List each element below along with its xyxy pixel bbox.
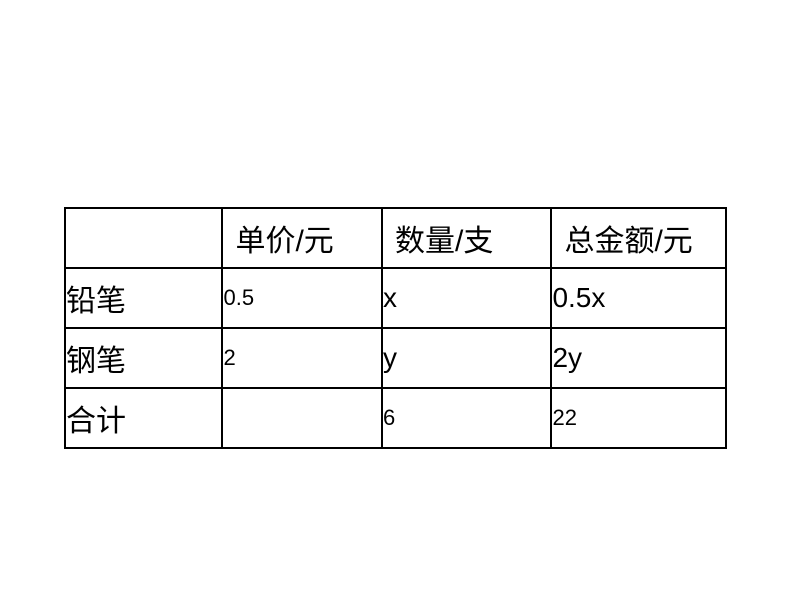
row-1-qty: y xyxy=(383,342,397,373)
row-1-total: 2y xyxy=(552,342,582,373)
row-0-label: 铅笔 xyxy=(66,285,126,318)
row-label-cell: 合计 xyxy=(65,388,222,448)
row-1-price: 2 xyxy=(223,345,235,370)
data-cell: 22 xyxy=(551,388,726,448)
col-header-3: 总金额/元 xyxy=(552,225,692,258)
row-1-label: 钢笔 xyxy=(66,345,126,378)
table-row: 铅笔 0.5 x 0.5x xyxy=(65,268,726,328)
row-2-label: 合计 xyxy=(66,405,126,438)
row-0-price: 0.5 xyxy=(223,285,254,310)
data-cell: 0.5 xyxy=(222,268,382,328)
row-2-qty: 6 xyxy=(383,405,395,430)
table-row: 钢笔 2 y 2y xyxy=(65,328,726,388)
col-header-1: 单价/元 xyxy=(223,225,333,258)
col-header-0 xyxy=(66,221,78,254)
row-0-total: 0.5x xyxy=(552,282,605,313)
row-2-total: 22 xyxy=(552,405,576,430)
row-label-cell: 铅笔 xyxy=(65,268,222,328)
data-cell: 0.5x xyxy=(551,268,726,328)
data-cell xyxy=(222,388,382,448)
row-0-qty: x xyxy=(383,282,397,313)
price-table: 单价/元 数量/支 总金额/元 铅笔 0.5 x 0.5x 钢笔 2 y 2y … xyxy=(64,207,727,449)
header-cell xyxy=(65,208,222,268)
header-cell: 单价/元 xyxy=(222,208,382,268)
data-table: 单价/元 数量/支 总金额/元 铅笔 0.5 x 0.5x 钢笔 2 y 2y … xyxy=(64,207,727,449)
header-cell: 数量/支 xyxy=(382,208,551,268)
table-row: 单价/元 数量/支 总金额/元 xyxy=(65,208,726,268)
data-cell: x xyxy=(382,268,551,328)
data-cell: y xyxy=(382,328,551,388)
col-header-2: 数量/支 xyxy=(383,225,493,258)
table-row: 合计 6 22 xyxy=(65,388,726,448)
data-cell: 2 xyxy=(222,328,382,388)
data-cell: 2y xyxy=(551,328,726,388)
data-cell: 6 xyxy=(382,388,551,448)
row-label-cell: 钢笔 xyxy=(65,328,222,388)
header-cell: 总金额/元 xyxy=(551,208,726,268)
